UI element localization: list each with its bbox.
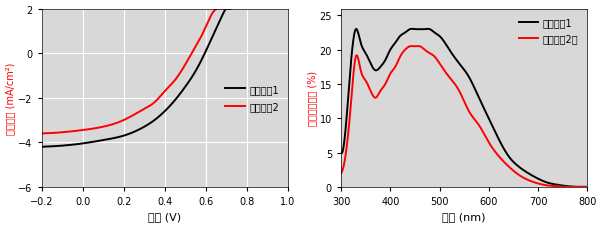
X-axis label: 波長 (nm): 波長 (nm) <box>442 212 486 222</box>
Y-axis label: 外部量子収率 (%): 外部量子収率 (%) <box>306 71 317 126</box>
Legend: ポリマー1, ポリマー2: ポリマー1, ポリマー2 <box>222 81 283 116</box>
Legend: ポリマー1, ポリマー2　: ポリマー1, ポリマー2 <box>515 14 582 48</box>
Y-axis label: 電流密度 (mA/cm²): 電流密度 (mA/cm²) <box>5 62 16 134</box>
X-axis label: 電圧 (V): 電圧 (V) <box>148 212 181 222</box>
